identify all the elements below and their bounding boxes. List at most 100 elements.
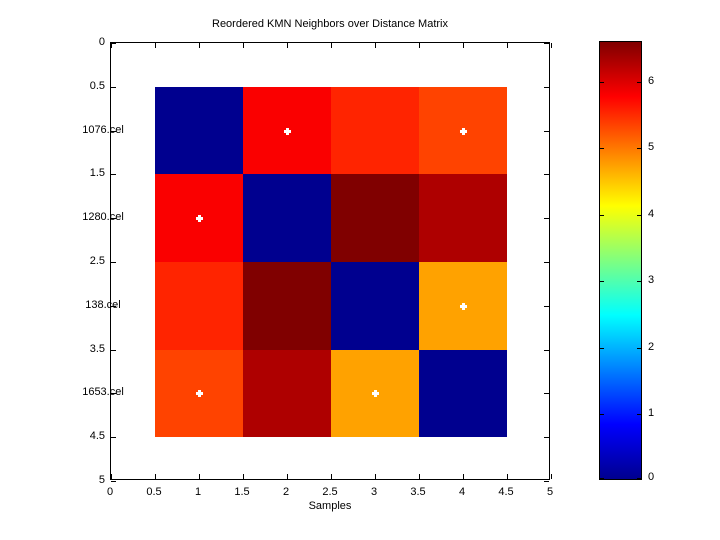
- colorbar-tick-mark: [637, 281, 641, 283]
- x-tick-mark: [551, 474, 552, 479]
- x-tick-mark: [287, 474, 288, 479]
- x-tick-mark: [331, 474, 332, 479]
- heatmap-cell: [331, 174, 419, 262]
- colorbar-tick-mark: [600, 281, 604, 283]
- colorbar-tick-mark: [637, 81, 641, 83]
- heatmap-cell: [419, 174, 507, 262]
- y-tick-mark: [111, 218, 116, 220]
- colorbar-tick-label: 1: [648, 407, 655, 420]
- y-tick-mark: [544, 218, 549, 220]
- colorbar-tick-label: 4: [648, 207, 655, 220]
- y-tick-mark: [544, 130, 549, 132]
- chart-title: Reordered KMN Neighbors over Distance Ma…: [212, 18, 448, 30]
- y-tick-mark: [111, 437, 116, 439]
- y-tick-mark: [111, 43, 116, 44]
- heatmap-cell: [243, 349, 331, 438]
- colorbar-tick-mark: [637, 478, 641, 479]
- x-tick-label: 3.5: [410, 486, 426, 498]
- x-tick-label: 3: [370, 486, 378, 498]
- neighbor-marker-icon: [462, 127, 465, 135]
- neighbor-marker-icon: [286, 127, 289, 135]
- x-tick-mark: [507, 43, 508, 48]
- colorbar-tick-label: 5: [648, 141, 655, 154]
- y-tick-label: 0.5: [89, 79, 105, 92]
- x-tick-label: 0: [106, 486, 114, 498]
- y-sample-label: 1653.cel: [82, 386, 124, 399]
- heatmap-cell: [419, 349, 507, 438]
- neighbor-marker-icon: [374, 390, 377, 398]
- x-axis-label: Samples: [308, 500, 352, 512]
- y-tick-mark: [111, 86, 116, 88]
- colorbar-tick-label: 6: [648, 74, 655, 87]
- heatmap-cell: [155, 262, 243, 350]
- plot-axes: [110, 42, 552, 482]
- colorbar-tick-mark: [600, 148, 604, 150]
- colorbar-tick-mark: [600, 414, 604, 416]
- x-tick-label: 4.5: [498, 486, 514, 498]
- y-tick-label: 3.5: [89, 342, 105, 355]
- y-tick-mark: [544, 174, 549, 176]
- heatmap-cell: [243, 262, 331, 350]
- y-sample-label: 1076.cel: [82, 123, 124, 136]
- x-tick-mark: [419, 43, 420, 48]
- neighbor-marker-icon: [198, 215, 201, 223]
- x-tick-mark: [419, 474, 420, 479]
- x-tick-label: 1: [194, 486, 202, 498]
- x-tick-label: 2.5: [322, 486, 338, 498]
- x-tick-label: 4: [458, 486, 466, 498]
- x-tick-mark: [375, 43, 376, 48]
- x-tick-mark: [111, 474, 112, 479]
- x-tick-mark: [155, 43, 156, 48]
- y-tick-mark: [544, 349, 549, 351]
- x-tick-mark: [551, 43, 552, 48]
- y-tick-mark: [111, 305, 116, 307]
- colorbar-tick-mark: [600, 347, 604, 349]
- y-tick-label: 1.5: [89, 167, 105, 180]
- colorbar-tick-mark: [637, 148, 641, 150]
- x-tick-mark: [243, 474, 244, 479]
- y-tick-mark: [544, 305, 549, 307]
- x-tick-mark: [243, 43, 244, 48]
- colorbar-tick-label: 0: [648, 471, 655, 483]
- y-tick-mark: [544, 43, 549, 44]
- colorbar-tick-mark: [600, 81, 604, 83]
- colorbar-tick-mark: [600, 478, 604, 479]
- heatmap-cell: [243, 174, 331, 262]
- y-tick-label: 2.5: [89, 255, 105, 267]
- colorbar-tick-label: 3: [648, 274, 655, 287]
- y-tick-mark: [544, 262, 549, 263]
- y-tick-mark: [544, 86, 549, 88]
- x-tick-label: 0.5: [146, 486, 162, 498]
- y-tick-mark: [111, 481, 116, 482]
- y-tick-mark: [111, 262, 116, 263]
- y-sample-label: 1280.cel: [82, 211, 124, 224]
- y-tick-mark: [111, 349, 116, 351]
- colorbar-tick-label: 2: [648, 340, 655, 353]
- x-tick-label: 1.5: [234, 486, 250, 498]
- x-tick-mark: [507, 474, 508, 479]
- y-tick-mark: [111, 393, 116, 395]
- heatmap-cell: [155, 86, 243, 175]
- y-tick-mark: [544, 393, 549, 395]
- heatmap-cell: [331, 86, 419, 175]
- x-tick-mark: [331, 43, 332, 48]
- y-tick-mark: [544, 481, 549, 482]
- neighbor-marker-icon: [198, 390, 201, 398]
- neighbor-marker-icon: [462, 302, 465, 310]
- x-tick-mark: [375, 474, 376, 479]
- y-tick-mark: [111, 174, 116, 176]
- colorbar-tick-mark: [637, 414, 641, 416]
- x-tick-mark: [199, 474, 200, 479]
- x-tick-label: 5: [546, 486, 554, 498]
- x-tick-mark: [111, 43, 112, 48]
- y-tick-label: 0: [98, 36, 105, 48]
- colorbar-tick-mark: [637, 347, 641, 349]
- x-tick-mark: [287, 43, 288, 48]
- colorbar-tick-mark: [637, 214, 641, 216]
- y-tick-mark: [544, 437, 549, 439]
- heatmap-cell: [331, 262, 419, 350]
- colorbar-tick-mark: [600, 214, 604, 216]
- x-tick-mark: [463, 474, 464, 479]
- x-tick-mark: [199, 43, 200, 48]
